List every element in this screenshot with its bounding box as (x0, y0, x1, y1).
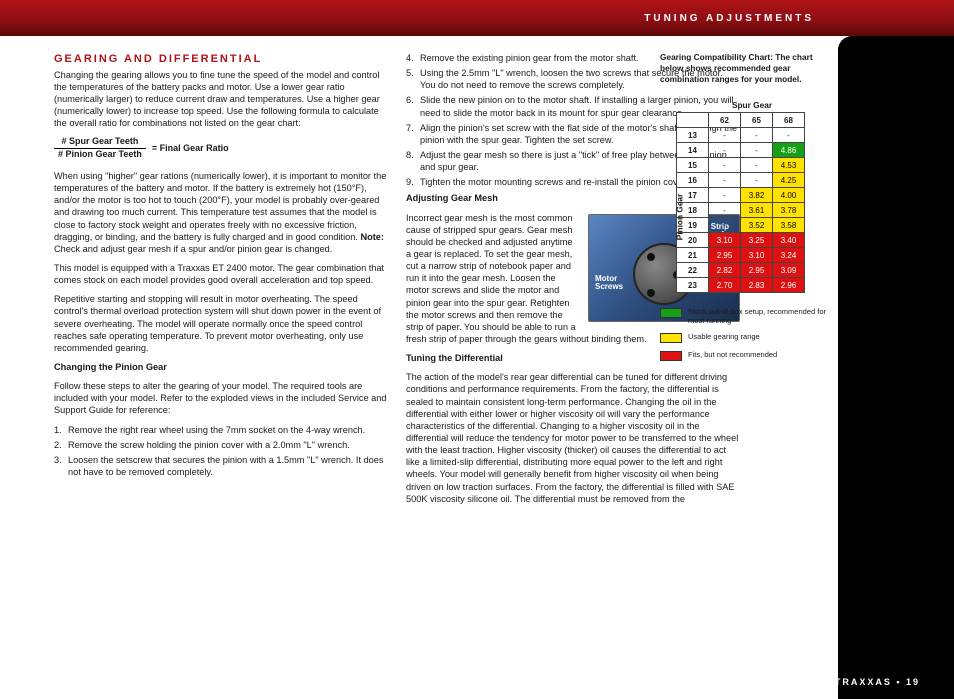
right-black-sidebar (838, 36, 954, 699)
legend-text: Fits, but not recommended (688, 350, 777, 359)
column-left: GEARING AND DIFFERENTIAL Changing the ge… (54, 52, 388, 662)
chart-caption: Gearing Compatibility Chart: The chart b… (660, 52, 828, 84)
chart-legend: Stock out-of-box setup, recommended for … (660, 307, 828, 361)
gearing-chart-table: 626568 13---14--4.8615--4.5316--4.2517-3… (676, 112, 805, 293)
legend-text: Usable gearing range (688, 332, 760, 341)
spur-gear-header: Spur Gear (660, 100, 828, 110)
list-item: Tighten the motor mounting screws and re… (420, 176, 688, 188)
header-title: TUNING ADJUSTMENTS (644, 13, 814, 24)
list-item: Remove the screw holding the pinion cove… (68, 439, 350, 451)
formula-denominator: # Pinion Gear Teeth (54, 149, 146, 161)
legend-swatch-green (660, 308, 682, 318)
header-bar: TUNING ADJUSTMENTS (0, 0, 954, 36)
page-footer: TRAXXAS • 19 (835, 677, 920, 687)
subheading: Changing the Pinion Gear (54, 361, 388, 373)
list-item: Remove the existing pinion gear from the… (420, 52, 639, 64)
list-item: Remove the right rear wheel using the 7m… (68, 424, 365, 436)
gear-ratio-formula: # Spur Gear Teeth # Pinion Gear Teeth = … (54, 136, 388, 161)
legend-swatch-yellow (660, 333, 682, 343)
figure-label: MotorScrews (595, 275, 623, 293)
legend-swatch-red (660, 351, 682, 361)
main-content: GEARING AND DIFFERENTIAL Changing the ge… (54, 52, 740, 662)
formula-result: = Final Gear Ratio (152, 143, 229, 155)
pinion-gear-header: Pinion Gear (674, 194, 684, 241)
para: The action of the model's rear gear diff… (406, 371, 740, 505)
section-heading: GEARING AND DIFFERENTIAL (54, 52, 388, 67)
para: This model is equipped with a Traxxas ET… (54, 262, 388, 286)
para: Follow these steps to alter the gearing … (54, 380, 388, 416)
ordered-list: 1.Remove the right rear wheel using the … (54, 424, 388, 479)
legend-text: Stock out-of-box setup, recommended for … (688, 307, 828, 325)
gearing-chart-panel: Gearing Compatibility Chart: The chart b… (660, 52, 828, 368)
para: Repetitive starting and stopping will re… (54, 293, 388, 354)
para: When using "higher" gear rations (numeri… (54, 170, 388, 255)
list-item: Loosen the setscrew that secures the pin… (68, 454, 388, 478)
para: Changing the gearing allows you to fine … (54, 69, 388, 130)
formula-numerator: # Spur Gear Teeth (54, 136, 146, 149)
